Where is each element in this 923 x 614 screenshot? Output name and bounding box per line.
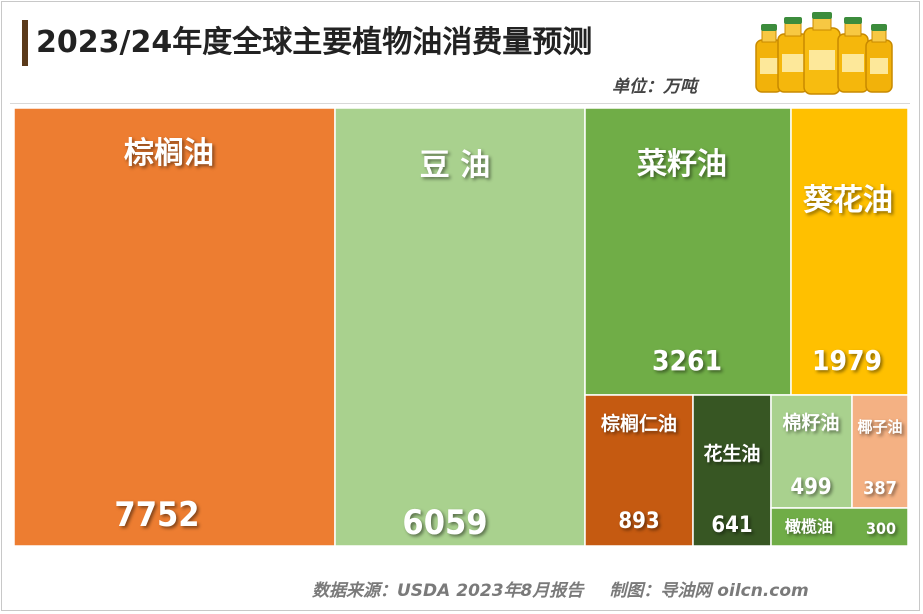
tile-rapeseed-oil <box>584 108 792 396</box>
tile-label-palm-kernel-oil: 棕榈仁油 <box>601 412 677 435</box>
oil-bottle-icon <box>777 17 809 93</box>
tile-value-coconut-oil: 387 <box>863 478 897 499</box>
tile-label-rapeseed-oil: 菜籽油 <box>637 147 727 182</box>
data-source: 数据来源：USDA 2023年8月报告 <box>312 581 584 601</box>
tile-value-olive-oil: 300 <box>866 519 896 538</box>
tile-label-palm-oil: 棕榈油 <box>124 136 214 171</box>
tile-palm-oil <box>14 108 336 546</box>
tile-value-cottonseed-oil: 499 <box>790 475 831 500</box>
oil-bottle-icon <box>755 24 783 93</box>
oil-bottle-icon <box>803 12 841 95</box>
tile-label-peanut-oil: 花生油 <box>703 442 760 465</box>
tile-label-sunflower-oil: 葵花油 <box>803 183 893 218</box>
treemap-chart: 棕榈油 7752 豆 油 6059 菜籽油 3261 葵花油 1979 棕榈仁油 893 花生油 64… <box>14 108 908 546</box>
tile-soybean-oil <box>334 108 586 546</box>
oil-bottle-icon <box>865 24 893 93</box>
tile-peanut-oil <box>692 394 772 546</box>
oil-bottle-icon <box>837 17 869 93</box>
tile-value-rapeseed-oil: 3261 <box>652 344 722 377</box>
chart-title: 2023/24年度全球主要植物油消费量预测 <box>36 25 593 60</box>
tile-value-soybean-oil: 6059 <box>402 503 487 543</box>
tile-label-soybean-oil: 豆 油 <box>420 148 490 183</box>
chart-credit: 制图：导油网 oilcn.com <box>609 581 809 601</box>
header-divider <box>10 103 910 104</box>
title-accent-bar <box>22 20 28 66</box>
tile-palm-kernel-oil <box>584 394 694 546</box>
tile-sunflower-oil <box>790 108 908 396</box>
tile-coconut-oil <box>851 394 908 509</box>
tile-value-palm-kernel-oil: 893 <box>618 509 659 534</box>
tile-value-palm-oil: 7752 <box>114 495 199 535</box>
unit-label: 单位：万吨 <box>612 77 697 97</box>
tile-label-olive-oil: 橄榄油 <box>785 517 833 536</box>
tile-cottonseed-oil <box>770 394 853 509</box>
tile-value-sunflower-oil: 1979 <box>812 344 882 377</box>
footer: 数据来源：USDA 2023年8月报告 制图：导油网 oilcn.com <box>312 576 809 601</box>
tile-label-coconut-oil: 椰子油 <box>857 418 902 436</box>
oil-bottles-icon <box>755 12 893 95</box>
tile-label-cottonseed-oil: 棉籽油 <box>782 411 839 434</box>
tile-value-peanut-oil: 641 <box>711 513 752 538</box>
tile-olive-oil <box>770 507 908 546</box>
